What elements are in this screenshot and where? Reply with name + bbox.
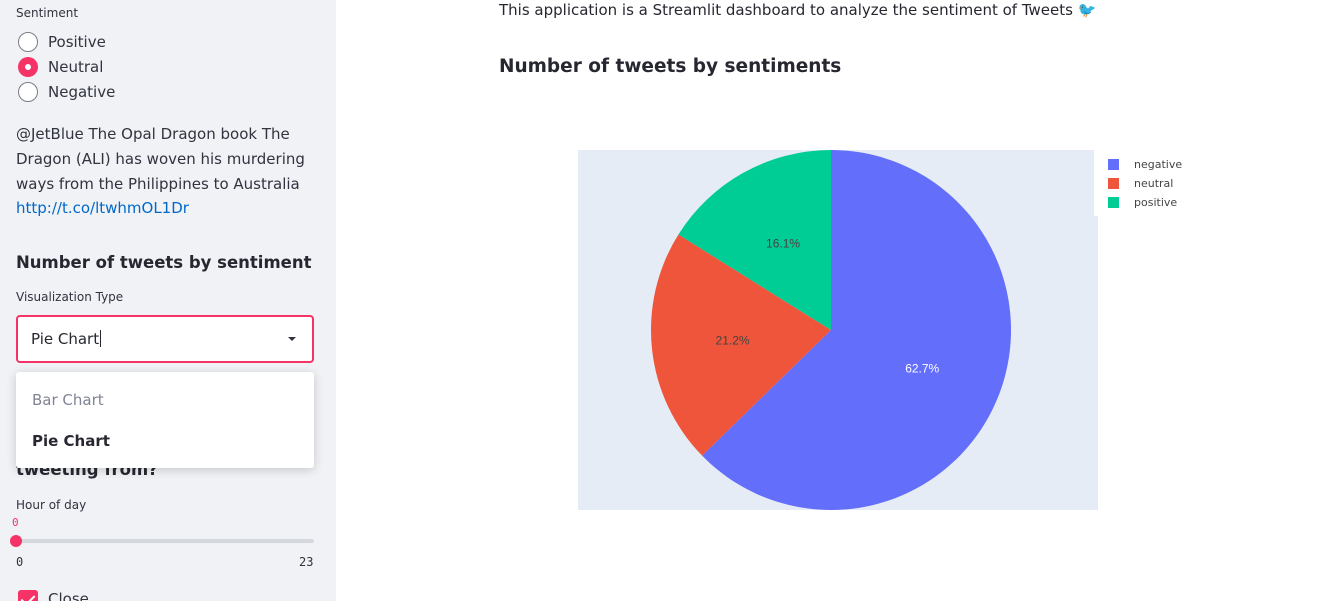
slider-thumb[interactable] bbox=[10, 535, 22, 547]
pie-slice-positive[interactable] bbox=[678, 150, 831, 330]
select-value: Pie Chart bbox=[31, 330, 102, 348]
viz-type-select[interactable]: Pie Chart bbox=[16, 315, 314, 363]
sentiment-label: Sentiment bbox=[16, 6, 79, 20]
legend-label: negative bbox=[1134, 157, 1183, 171]
legend-item-positive[interactable]: positive bbox=[1108, 195, 1177, 209]
viz-type-label: Visualization Type bbox=[16, 290, 124, 304]
intro-text: This application is a Streamlit dashboar… bbox=[499, 1, 1097, 19]
close-checkbox[interactable] bbox=[18, 590, 38, 601]
slider-track[interactable] bbox=[16, 539, 314, 543]
slice-label-positive: 16.1% bbox=[766, 236, 800, 250]
legend-swatch bbox=[1108, 196, 1119, 208]
pie-slice-negative[interactable] bbox=[702, 150, 1011, 510]
radio-label: Negative bbox=[48, 83, 116, 101]
viz-type-dropdown: Bar Chart Pie Chart bbox=[16, 372, 314, 468]
dropdown-option-bar-chart[interactable]: Bar Chart bbox=[32, 391, 104, 409]
dropdown-option-pie-chart[interactable]: Pie Chart bbox=[32, 432, 110, 450]
main-heading: Number of tweets by sentiments bbox=[499, 56, 842, 77]
text-cursor bbox=[100, 330, 102, 347]
radio-neutral[interactable]: Neutral bbox=[18, 56, 103, 78]
tweet-link[interactable]: http://t.co/ltwhmOL1Dr bbox=[16, 199, 189, 217]
chart-legend: negative neutral positive bbox=[1094, 150, 1204, 216]
hour-label: Hour of day bbox=[16, 498, 87, 512]
pie-chart: 62.7% 21.2% 16.1% bbox=[578, 150, 1098, 510]
slider-max: 23 bbox=[299, 555, 314, 569]
legend-label: positive bbox=[1134, 195, 1178, 209]
radio-label: Neutral bbox=[48, 58, 104, 76]
radio-negative[interactable]: Negative bbox=[18, 81, 115, 103]
radio-circle[interactable] bbox=[18, 82, 38, 102]
radio-label: Positive bbox=[48, 33, 106, 51]
slider-min: 0 bbox=[16, 555, 24, 569]
close-checkbox-label: Close bbox=[48, 590, 89, 601]
legend-swatch bbox=[1108, 158, 1119, 170]
pie-slice-neutral[interactable] bbox=[651, 234, 831, 456]
legend-label: neutral bbox=[1134, 176, 1174, 190]
radio-circle[interactable] bbox=[18, 32, 38, 52]
slice-label-neutral: 21.2% bbox=[716, 334, 750, 348]
tweet-text: @JetBlue The Opal Dragon book The Dragon… bbox=[16, 125, 305, 193]
legend-item-negative[interactable]: negative bbox=[1108, 157, 1182, 171]
legend-swatch bbox=[1108, 177, 1119, 189]
legend-item-neutral[interactable]: neutral bbox=[1108, 176, 1173, 190]
slider-value: 0 bbox=[12, 516, 19, 529]
radio-positive[interactable]: Positive bbox=[18, 31, 106, 53]
section-heading: Number of tweets by sentiment bbox=[16, 253, 312, 272]
slice-label-negative: 62.7% bbox=[905, 361, 939, 375]
chevron-down-icon[interactable] bbox=[288, 337, 296, 341]
sidebar: Sentiment Positive Neutral Negative @Jet… bbox=[0, 0, 336, 601]
radio-circle-selected[interactable] bbox=[18, 57, 38, 77]
